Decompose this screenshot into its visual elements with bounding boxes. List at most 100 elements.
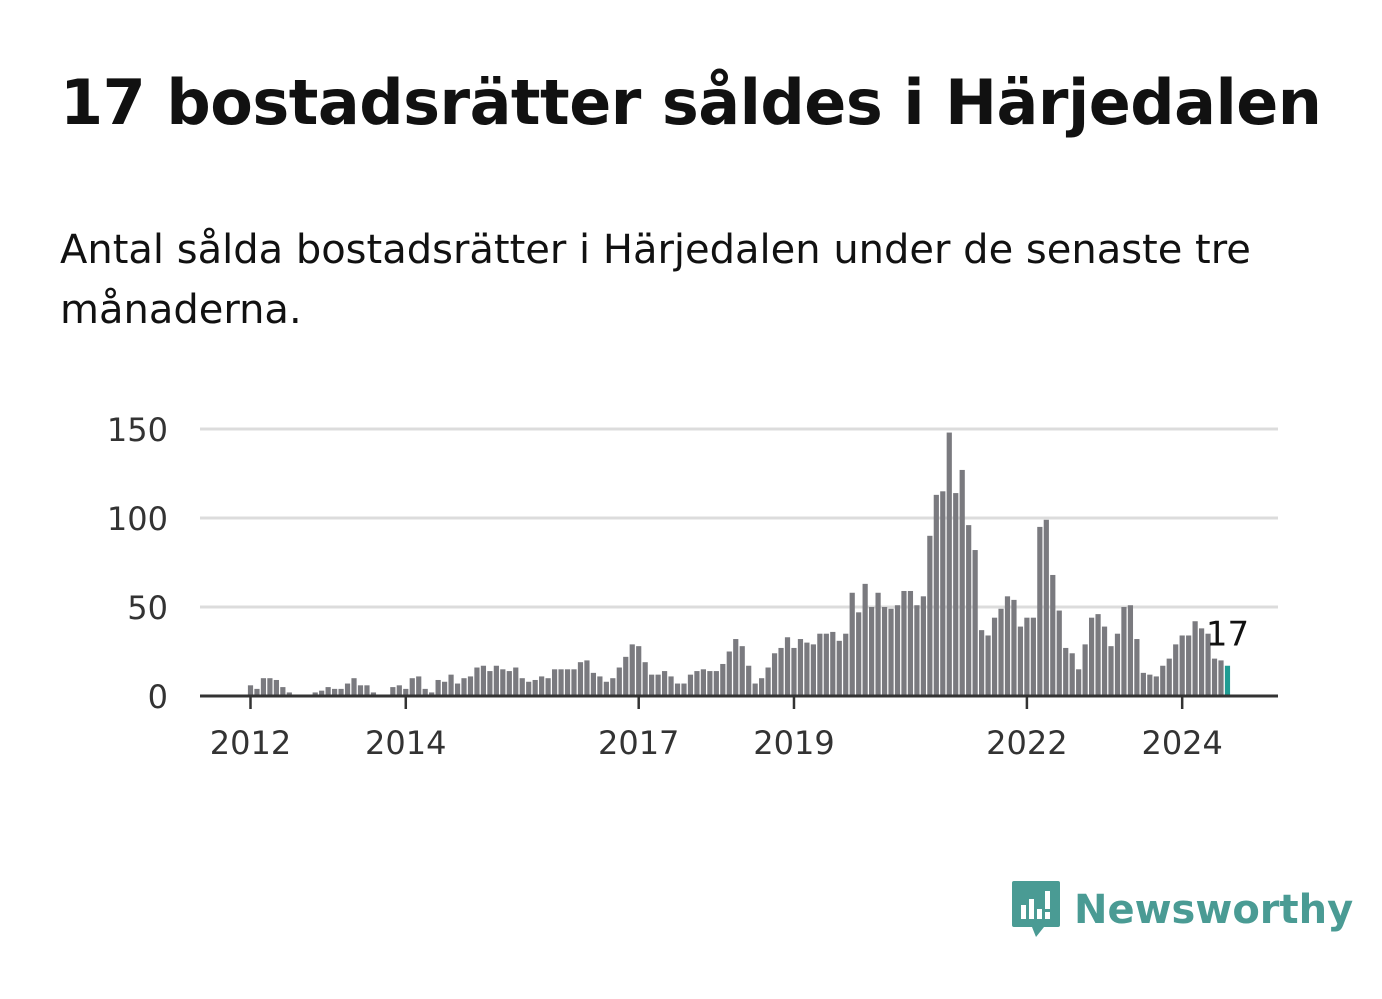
bar — [959, 469, 965, 696]
bar — [454, 683, 461, 696]
bar — [791, 647, 797, 696]
bar — [1095, 614, 1101, 696]
bar — [519, 678, 525, 696]
bar — [804, 642, 810, 696]
bar — [907, 590, 914, 696]
bar — [312, 692, 318, 696]
bar — [1166, 658, 1172, 696]
x-tick-label: 2024 — [1141, 724, 1222, 762]
brand-logo: Newsworthy — [1010, 878, 1353, 942]
bar — [1134, 639, 1140, 696]
bar — [810, 644, 816, 696]
bar — [474, 667, 480, 696]
chart-title: 17 bostadsrätter såldes i Härjedalen — [60, 66, 1322, 139]
bar — [273, 679, 279, 696]
x-tick-label: 2017 — [598, 724, 679, 762]
bar — [280, 687, 286, 696]
bar — [830, 631, 836, 696]
bar — [564, 669, 571, 696]
bar — [506, 671, 512, 696]
bar — [914, 605, 920, 696]
bar-highlighted — [1224, 665, 1231, 696]
bar — [1089, 617, 1095, 696]
bar — [771, 653, 778, 696]
bar — [1173, 644, 1179, 696]
bar — [746, 665, 752, 696]
bar — [979, 630, 985, 696]
bar — [888, 608, 894, 696]
bar — [286, 692, 292, 696]
bar — [442, 681, 448, 696]
y-tick-label: 100 — [107, 500, 168, 538]
bar — [674, 683, 681, 696]
bar — [1192, 621, 1198, 696]
bar — [1101, 626, 1108, 696]
bar — [1037, 526, 1043, 696]
bar — [467, 676, 474, 696]
bar — [862, 583, 868, 696]
bar — [247, 685, 254, 696]
bar — [998, 608, 1004, 696]
bar — [836, 640, 842, 696]
bar — [409, 678, 415, 696]
bar — [875, 592, 881, 696]
bar — [629, 644, 635, 696]
bar — [1030, 617, 1036, 696]
bar — [927, 535, 933, 696]
x-tick-label: 2014 — [365, 724, 446, 762]
bar — [687, 674, 694, 696]
bar — [260, 678, 267, 696]
bars — [247, 432, 1231, 696]
last-value-label: 17 — [1206, 615, 1249, 655]
bar — [1211, 658, 1218, 696]
bar — [933, 494, 939, 696]
bar — [1147, 674, 1153, 696]
bar — [681, 683, 687, 696]
bar — [623, 656, 629, 696]
bar — [881, 607, 888, 696]
bar — [513, 667, 519, 696]
bar — [1140, 672, 1146, 696]
bar — [325, 687, 331, 696]
bar — [396, 685, 402, 696]
bar — [571, 669, 577, 696]
bar — [1179, 635, 1185, 696]
bar-chart: 0 50 100 150 2012 2014 2017 2019 2022 2024 17 — [107, 411, 1278, 762]
bar — [480, 665, 487, 696]
bar — [1160, 665, 1166, 696]
bar — [940, 491, 946, 696]
bar — [1121, 607, 1127, 696]
bar — [448, 674, 454, 696]
bar — [461, 678, 467, 696]
chart-bubble-icon — [1012, 881, 1060, 937]
bar — [849, 592, 855, 696]
bar — [357, 685, 364, 696]
bar — [539, 676, 545, 696]
y-tick-label: 0 — [148, 678, 168, 716]
bar — [1198, 628, 1205, 696]
bar — [972, 550, 978, 696]
bar — [254, 688, 260, 696]
bar — [759, 678, 765, 696]
y-tick-label: 50 — [127, 589, 168, 627]
bar — [985, 635, 991, 696]
bar — [668, 676, 674, 696]
bar — [713, 671, 719, 696]
x-tick-label: 2019 — [753, 724, 834, 762]
bar — [590, 672, 597, 696]
bar — [1186, 635, 1192, 696]
bar — [1043, 519, 1049, 696]
bar — [370, 692, 377, 696]
bar — [817, 633, 823, 696]
x-tick-label: 2022 — [986, 724, 1067, 762]
bar — [1076, 669, 1082, 696]
bar — [1082, 644, 1088, 696]
bar — [1050, 574, 1056, 696]
bar — [429, 692, 435, 696]
x-tick-label: 2012 — [210, 724, 291, 762]
bar — [966, 525, 972, 696]
bar — [1218, 660, 1224, 696]
bar — [920, 596, 926, 696]
bar — [1108, 646, 1114, 696]
bar — [869, 607, 875, 696]
